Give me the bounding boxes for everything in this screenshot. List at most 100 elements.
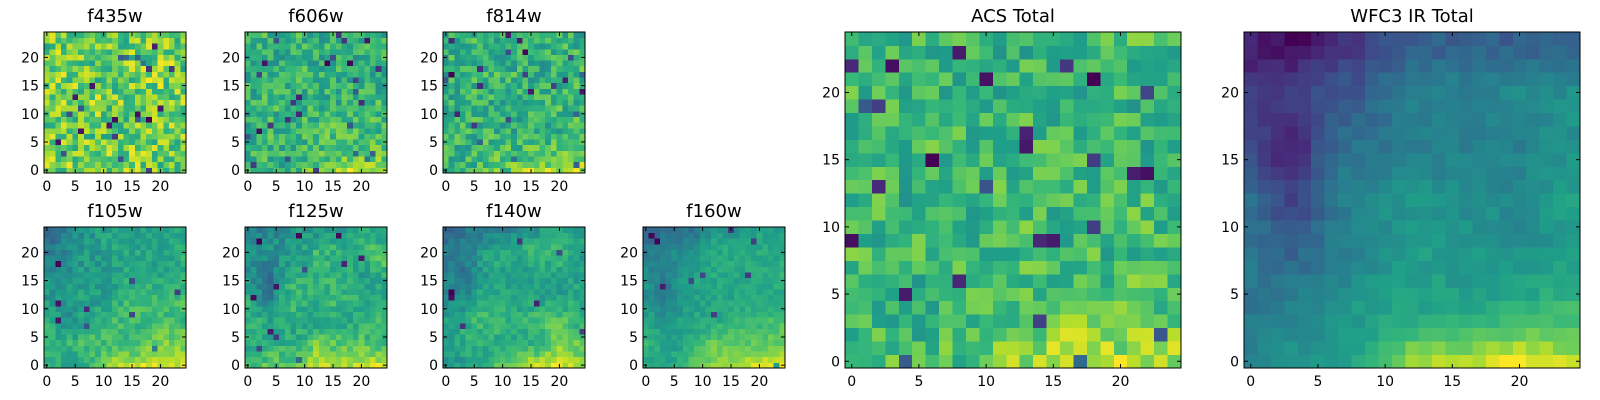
heatmap-cell: [654, 289, 661, 296]
heatmap-cell: [573, 139, 580, 146]
heatmap-cell: [381, 311, 388, 318]
heatmap-cell: [347, 255, 354, 262]
heatmap-cell: [528, 272, 535, 279]
heatmap-cell: [505, 65, 512, 72]
heatmap-cell: [660, 283, 667, 290]
heatmap-cell: [163, 88, 170, 95]
heatmap-cell: [347, 71, 354, 78]
heatmap-cell: [341, 82, 348, 89]
heatmap-cell: [335, 150, 342, 157]
x-tick-label: 0: [243, 179, 252, 195]
heatmap-cell: [55, 283, 62, 290]
heatmap-cell: [648, 311, 655, 318]
heatmap-cell: [511, 243, 518, 250]
x-tick-label: 10: [296, 374, 314, 390]
heatmap-cell: [528, 99, 535, 106]
heatmap-cell: [369, 232, 377, 239]
heatmap-cell: [550, 317, 557, 324]
x-tick-label: 15: [722, 374, 740, 390]
heatmap-cell: [482, 99, 489, 106]
heatmap-cell: [146, 65, 153, 72]
heatmap-cell: [78, 82, 85, 89]
heatmap-cell: [477, 255, 484, 262]
heatmap-cell: [307, 328, 314, 335]
heatmap-cell: [245, 122, 252, 129]
heatmap-cell: [284, 317, 291, 324]
heatmap-cell: [539, 232, 546, 239]
heatmap-cell: [539, 43, 546, 50]
heatmap-cell: [762, 277, 769, 284]
heatmap-cell: [256, 311, 263, 318]
heatmap-cell: [146, 305, 153, 312]
heatmap-cell: [301, 71, 308, 78]
heatmap-cell: [284, 311, 291, 318]
heatmap-cell: [89, 150, 96, 157]
heatmap-cell: [773, 249, 780, 256]
heatmap-cell: [579, 144, 586, 151]
heatmap-cell: [95, 351, 102, 358]
heatmap-cell: [1019, 233, 1034, 248]
heatmap-cell: [545, 37, 552, 44]
heatmap-cell: [573, 65, 580, 72]
heatmap-cell: [465, 272, 472, 279]
heatmap-cell: [465, 48, 472, 55]
heatmap-cell: [134, 110, 141, 117]
heatmap-cell: [151, 272, 158, 279]
heatmap-cell: [567, 88, 575, 95]
heatmap-cell: [163, 266, 170, 273]
heatmap-cell: [352, 161, 359, 168]
heatmap-cell: [61, 110, 68, 117]
heatmap-cell: [364, 54, 371, 61]
heatmap-cell: [488, 317, 495, 324]
heatmap-cell: [471, 43, 478, 50]
heatmap-cell: [352, 322, 359, 329]
heatmap-cell: [146, 362, 153, 369]
heatmap-cell: [296, 328, 303, 335]
heatmap-cell: [739, 322, 746, 329]
heatmap-cell: [522, 48, 529, 55]
heatmap-cell: [61, 122, 68, 129]
heatmap-cell: [66, 328, 73, 335]
heatmap-cell: [112, 167, 119, 174]
heatmap-cell: [550, 266, 557, 273]
heatmap-cell: [979, 166, 994, 181]
heatmap-cell: [106, 133, 113, 140]
heatmap-cell: [151, 322, 158, 329]
heatmap-cell: [341, 94, 348, 101]
heatmap-cell: [505, 260, 512, 267]
heatmap-cell: [168, 266, 176, 273]
heatmap-cell: [55, 150, 62, 157]
heatmap-cell: [528, 334, 535, 341]
heatmap-cell: [750, 294, 757, 301]
heatmap-cell: [705, 339, 712, 346]
heatmap-cell: [44, 339, 51, 346]
heatmap-cell: [55, 334, 62, 341]
heatmap-cell: [488, 105, 495, 112]
heatmap-cell: [992, 314, 1007, 329]
heatmap-cell: [307, 289, 314, 296]
heatmap-cell: [682, 356, 689, 363]
heatmap-cell: [352, 339, 359, 346]
heatmap-cell: [318, 294, 325, 301]
heatmap-cell: [78, 294, 85, 301]
heatmap-cell: [677, 351, 684, 358]
heatmap-cell: [301, 283, 308, 290]
heatmap-cell: [112, 272, 119, 279]
heatmap-cell: [61, 99, 68, 106]
heatmap-cell: [296, 71, 303, 78]
heatmap-cell: [163, 334, 170, 341]
heatmap-cell: [562, 88, 569, 95]
heatmap-cell: [301, 266, 308, 273]
heatmap-cell: [682, 238, 689, 245]
panel-title: f435w: [87, 6, 142, 27]
heatmap-cell: [112, 54, 119, 61]
heatmap-cell: [89, 71, 96, 78]
heatmap-cell: [174, 88, 181, 95]
heatmap-cell: [83, 272, 90, 279]
heatmap-cell: [1006, 287, 1021, 302]
heatmap-cell: [511, 133, 518, 140]
heatmap-cell: [352, 156, 359, 163]
heatmap-cell: [465, 232, 472, 239]
heatmap-cell: [1127, 354, 1142, 369]
heatmap-cell: [273, 94, 280, 101]
